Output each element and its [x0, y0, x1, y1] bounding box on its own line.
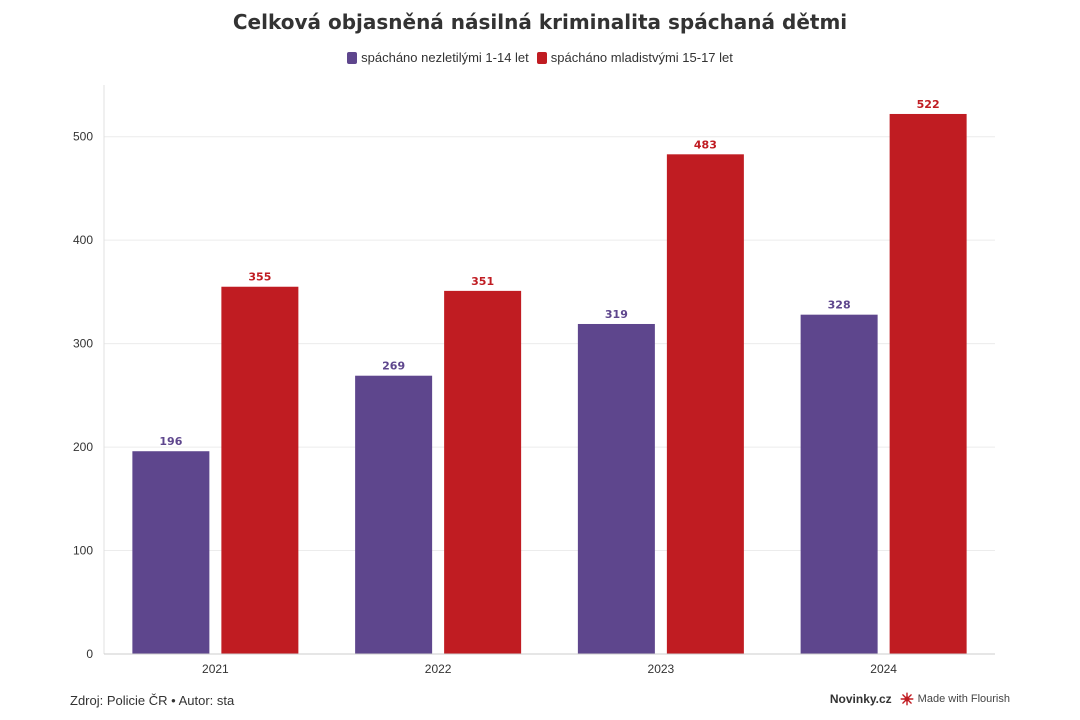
flourish-label: Made with Flourish — [917, 693, 1010, 705]
data-label: 351 — [471, 275, 494, 288]
bar-2022-series-2 — [444, 290, 522, 654]
x-tick-label: 2024 — [870, 662, 897, 676]
chart-legend: spácháno nezletilými 1-14 let spácháno m… — [0, 50, 1080, 65]
y-tick-label: 500 — [73, 130, 93, 144]
data-label: 522 — [917, 98, 940, 111]
data-label: 328 — [828, 299, 851, 312]
legend-item-series-2[interactable]: spácháno mladistvými 15-17 let — [536, 50, 733, 65]
brand-logo[interactable]: Novinky.cz — [829, 692, 892, 706]
data-label: 355 — [248, 271, 271, 284]
legend-swatch-series-2 — [536, 51, 547, 64]
bar-2024-series-1 — [800, 314, 878, 654]
x-tick-label: 2021 — [202, 662, 229, 676]
chart-title: Celková objasněná násilná kriminalita sp… — [232, 10, 848, 34]
y-tick-label: 200 — [73, 440, 93, 454]
bar-2023-series-1 — [577, 323, 655, 654]
flourish-icon — [900, 692, 914, 706]
data-label: 269 — [382, 360, 405, 373]
data-label: 196 — [159, 435, 182, 448]
bar-2024-series-2 — [889, 113, 967, 654]
bar-2022-series-1 — [355, 375, 433, 654]
legend-swatch-series-1 — [347, 51, 358, 64]
y-tick-label: 100 — [73, 544, 93, 558]
y-tick-label: 400 — [73, 233, 93, 247]
legend-label-series-2: spácháno mladistvými 15-17 let — [550, 50, 733, 65]
y-tick-label: 0 — [86, 647, 93, 661]
bar-2023-series-2 — [666, 154, 744, 654]
data-label: 483 — [694, 138, 717, 151]
x-tick-label: 2023 — [648, 662, 675, 676]
legend-item-series-1[interactable]: spácháno nezletilými 1-14 let — [347, 50, 529, 65]
data-label: 319 — [605, 308, 628, 321]
bar-2021-series-1 — [132, 451, 210, 654]
legend-label-series-1: spácháno nezletilými 1-14 let — [361, 50, 529, 65]
bar-2021-series-2 — [221, 286, 299, 654]
footer-branding: Novinky.cz Made with Flourish — [830, 692, 1010, 706]
source-credit: Zdroj: Policie ČR • Autor: sta — [70, 693, 235, 708]
y-tick-label: 300 — [73, 337, 93, 351]
x-tick-label: 2022 — [425, 662, 452, 676]
flourish-credit[interactable]: Made with Flourish — [900, 692, 1010, 706]
